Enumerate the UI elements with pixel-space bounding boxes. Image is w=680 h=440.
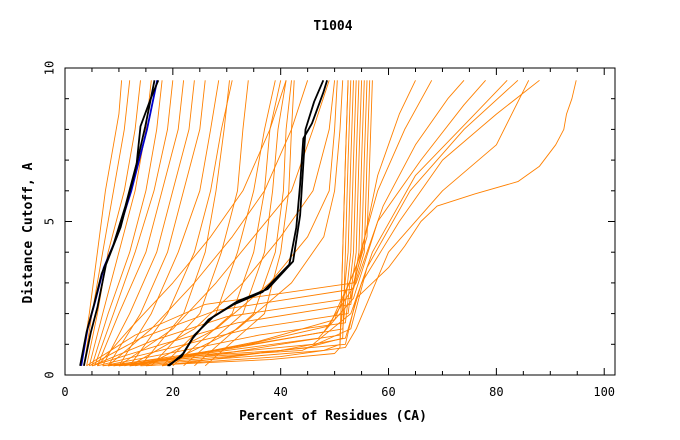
series-line-37 [86, 80, 373, 367]
y-tick-label: 5 [43, 218, 57, 225]
series-line-6 [80, 80, 123, 366]
series-line-29 [161, 80, 344, 367]
series-line-40 [140, 80, 349, 367]
series-line-46 [129, 80, 433, 367]
series-line-48 [162, 80, 577, 367]
x-tick-label: 40 [273, 385, 287, 399]
x-tick-label: 80 [489, 385, 503, 399]
series-line-12 [96, 80, 185, 366]
series-line-27 [129, 80, 336, 367]
series-line-36 [89, 80, 371, 367]
series-line-2 [79, 79, 160, 366]
x-tick-label: 60 [381, 385, 395, 399]
series-line-24 [97, 80, 287, 367]
y-axis-label: Distance Cutoff, A [21, 162, 36, 303]
y-tick-label: 0 [43, 371, 57, 378]
series-line-13 [102, 80, 195, 367]
series-line-23 [204, 80, 295, 367]
series-line-43 [113, 79, 508, 367]
series-line-34 [91, 80, 365, 367]
chart-title: T1004 [313, 19, 352, 34]
x-axis-label: Percent of Residues (CA) [239, 409, 427, 424]
y-tick-label: 10 [43, 61, 57, 75]
series-line-3 [83, 80, 156, 366]
series-line-8 [86, 80, 141, 366]
series-line-5 [168, 79, 325, 367]
ticks-layer: 0 20 40 60 80 100 0 5 10 [43, 61, 616, 399]
series-line-38 [118, 80, 352, 367]
series-line-42 [108, 79, 519, 367]
series-line-15 [118, 80, 220, 367]
series-line-7 [83, 80, 131, 366]
series-line-44 [118, 80, 486, 367]
x-tick-label: 20 [166, 385, 180, 399]
x-tick-label: 0 [61, 385, 68, 399]
series-line-16 [129, 80, 233, 367]
series-line-14 [107, 80, 206, 367]
series-line-35 [91, 80, 368, 367]
series-line-25 [107, 80, 309, 367]
x-tick-label: 100 [593, 385, 615, 399]
series-line-17 [140, 80, 230, 367]
series-line-33 [97, 80, 363, 367]
series-line-20 [172, 80, 282, 367]
series-line-26 [118, 80, 330, 367]
series-line-11 [94, 80, 174, 366]
series-line-18 [150, 80, 249, 367]
series-line-45 [124, 80, 465, 367]
series-line-49 [145, 80, 530, 367]
series-line-32 [102, 80, 360, 367]
series-line-47 [135, 80, 416, 367]
series-line-21 [183, 80, 287, 367]
series-layer [79, 79, 577, 367]
series-line-22 [194, 80, 292, 367]
series-line-10 [91, 80, 163, 366]
